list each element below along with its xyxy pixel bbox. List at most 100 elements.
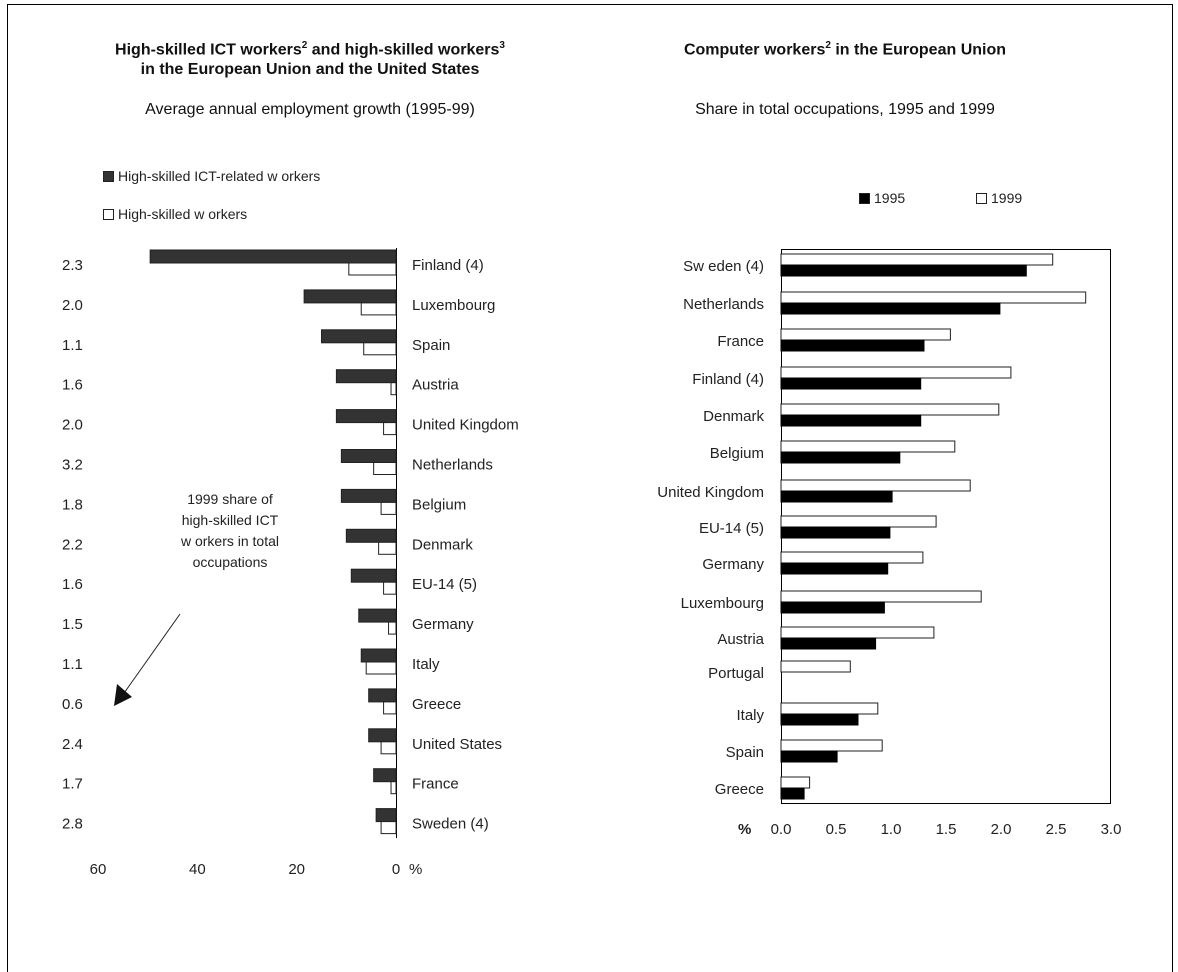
left-bar-hs [360, 302, 397, 316]
right-bar-1995 [780, 339, 925, 352]
right-category-label: Sw eden (4) [683, 258, 764, 275]
left-category-label: Luxembourg [412, 297, 495, 314]
left-share-label: 2.2 [62, 536, 83, 553]
left-share-label: 3.2 [62, 457, 83, 474]
left-bar-hs [383, 422, 397, 436]
right-category-label: Denmark [703, 408, 764, 425]
left-bar-ict [375, 808, 397, 823]
left-bar-hs [390, 781, 397, 795]
figure-frame [7, 4, 1173, 972]
left-bar-hs [380, 501, 397, 515]
right-category-label: United Kingdom [657, 484, 764, 501]
left-bar-hs [383, 701, 397, 715]
legend-swatch-black [859, 192, 870, 204]
left-bar-hs [383, 581, 397, 595]
left-bar-hs [390, 382, 397, 396]
left-bar-hs [388, 621, 397, 635]
left-bar-hs [380, 741, 397, 755]
left-share-label: 2.4 [62, 736, 83, 753]
left-share-label: 2.0 [62, 297, 83, 314]
legend-swatch-white [103, 208, 114, 220]
left-share-label: 1.8 [62, 496, 83, 513]
right-category-label: Netherlands [683, 296, 764, 313]
right-x-tick-label: 0.5 [826, 821, 847, 838]
left-category-label: United States [412, 736, 502, 753]
right-x-unit: % [738, 821, 751, 838]
right-category-label: Portugal [708, 665, 764, 682]
left-legend-ict: High-skilled ICT-related w orkers [103, 168, 320, 184]
left-share-label: 1.5 [62, 616, 83, 633]
left-bar-ict [335, 369, 397, 384]
right-category-label: Belgium [710, 445, 764, 462]
left-x-tick-label: 0 [392, 861, 400, 878]
right-x-tick-label: 3.0 [1101, 821, 1122, 838]
left-category-label: France [412, 776, 459, 793]
right-bar-1999 [780, 739, 883, 752]
annotation-arrowhead [114, 684, 132, 706]
right-bar-1995 [780, 526, 891, 539]
right-legend-1995: 1995 [859, 190, 905, 206]
left-category-label: Germany [412, 616, 474, 633]
right-bar-1999 [780, 515, 937, 528]
right-bar-1995 [780, 302, 1001, 315]
left-category-label: Spain [412, 337, 450, 354]
right-bar-1995 [780, 637, 877, 650]
right-category-label: Luxembourg [681, 595, 764, 612]
left-category-label: United Kingdom [412, 417, 519, 434]
left-x-unit: % [409, 861, 422, 878]
right-bar-1995 [780, 750, 838, 763]
left-category-label: Belgium [412, 496, 466, 513]
right-chart-subtitle: Share in total occupations, 1995 and 199… [695, 101, 995, 118]
legend-swatch-white [976, 192, 987, 204]
right-bar-1999 [780, 440, 956, 453]
left-category-label: Greece [412, 696, 461, 713]
left-category-label: Sweden (4) [412, 816, 489, 833]
left-category-label: Denmark [412, 536, 473, 553]
left-category-label: EU-14 (5) [412, 576, 477, 593]
right-bar-1995 [780, 787, 805, 800]
left-bar-ict [340, 449, 397, 463]
left-bar-ict [368, 688, 397, 703]
right-bar-1999 [780, 366, 1012, 379]
left-x-tick-label: 40 [189, 861, 206, 878]
right-category-label: France [717, 333, 764, 350]
left-share-label: 1.1 [62, 656, 83, 673]
right-bar-1999 [780, 479, 971, 492]
right-bar-1999 [780, 590, 982, 603]
left-share-label: 2.0 [62, 417, 83, 434]
left-legend-hs: High-skilled w orkers [103, 206, 247, 222]
right-bar-1995 [780, 377, 922, 390]
left-share-label: 1.1 [62, 337, 83, 354]
right-category-label: Greece [715, 781, 764, 798]
right-chart-title: Computer workers2 in the European Union [683, 40, 1007, 59]
right-category-label: Italy [736, 707, 764, 724]
left-bar-hs [348, 262, 397, 276]
right-bar-1995 [780, 562, 889, 575]
right-x-tick-label: 2.5 [1046, 821, 1067, 838]
left-bar-ict [321, 329, 397, 344]
right-bar-1999 [780, 626, 935, 639]
right-bar-1995 [780, 601, 885, 614]
right-bar-1999 [780, 403, 1000, 416]
legend-swatch-dark [103, 170, 114, 182]
left-share-label: 1.6 [62, 576, 83, 593]
left-category-label: Italy [412, 656, 440, 673]
left-bar-ict [335, 409, 397, 424]
left-share-label: 0.6 [62, 696, 83, 713]
right-bar-1999 [780, 776, 811, 789]
right-x-tick-label: 0.0 [771, 821, 792, 838]
left-bar-ict [373, 768, 397, 783]
left-bar-hs [380, 821, 397, 835]
left-bar-ict [345, 528, 397, 543]
right-bar-1995 [780, 490, 893, 503]
left-annotation: 1999 share of high-skilled ICT w orkers … [180, 491, 280, 570]
left-bar-hs [363, 342, 397, 356]
left-bar-ict [350, 568, 397, 583]
right-bar-1995 [780, 713, 859, 726]
left-bar-ict [358, 608, 397, 623]
right-bar-1999 [780, 253, 1054, 266]
left-bar-hs [373, 462, 397, 475]
right-x-tick-label: 1.5 [936, 821, 957, 838]
left-bar-hs [378, 541, 397, 555]
